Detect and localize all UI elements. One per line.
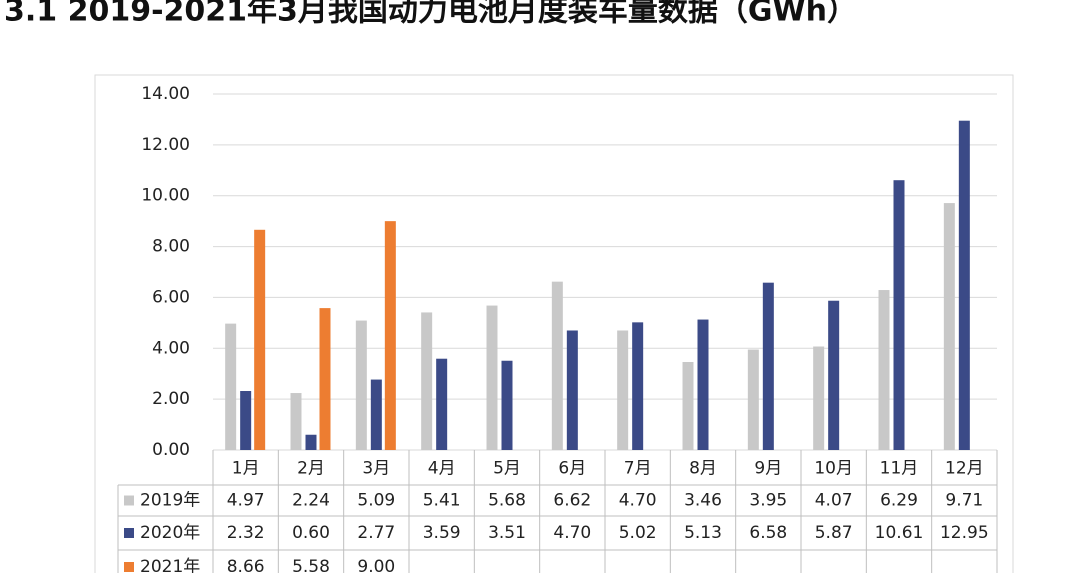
- bar: [486, 305, 498, 450]
- bar: [958, 120, 970, 450]
- data-label: 4.07: [815, 491, 853, 511]
- y-tick-label: 8.00: [152, 237, 190, 257]
- legend-label: 2021年: [140, 557, 200, 573]
- y-tick-label: 0.00: [152, 440, 190, 460]
- data-label: 8.66: [227, 557, 265, 573]
- bar: [421, 312, 433, 450]
- x-tick-label: 3月: [362, 459, 390, 479]
- legend-label: 2019年: [140, 491, 200, 511]
- data-label: 6.58: [749, 523, 787, 543]
- legend-swatch: [124, 495, 134, 506]
- y-tick-label: 10.00: [141, 186, 190, 206]
- bar: [370, 379, 382, 450]
- data-label: 12.95: [940, 523, 989, 543]
- bar: [943, 203, 955, 450]
- bar: [384, 221, 396, 450]
- bar: [254, 229, 266, 450]
- bar: [878, 290, 890, 450]
- data-label: 2.24: [292, 491, 330, 511]
- bar: [355, 320, 367, 450]
- data-label: 3.46: [684, 491, 722, 511]
- x-tick-label: 2月: [297, 459, 325, 479]
- x-tick-label: 11月: [880, 459, 919, 479]
- bar: [551, 281, 563, 450]
- bar: [240, 391, 252, 450]
- bar: [566, 330, 578, 450]
- legend-label: 2020年: [140, 523, 200, 543]
- x-tick-label: 10月: [814, 459, 853, 479]
- y-tick-label: 6.00: [152, 287, 190, 307]
- y-tick-label: 12.00: [141, 135, 190, 155]
- bar: [225, 323, 237, 450]
- bar: [762, 282, 774, 450]
- x-tick-label: 12月: [945, 459, 984, 479]
- data-label: 6.62: [553, 491, 591, 511]
- x-tick-label: 8月: [689, 459, 717, 479]
- data-label: 3.95: [749, 491, 787, 511]
- bar: [697, 319, 709, 450]
- legend-swatch: [124, 528, 134, 538]
- data-label: 9.71: [945, 491, 983, 511]
- data-label: 5.09: [357, 491, 395, 511]
- bar: [290, 393, 302, 450]
- x-tick-label: 6月: [558, 459, 586, 479]
- data-label: 4.70: [619, 491, 657, 511]
- data-label: 5.13: [684, 523, 722, 543]
- bar: [893, 180, 905, 450]
- data-label: 5.68: [488, 491, 526, 511]
- bar: [682, 362, 694, 450]
- bar: [813, 346, 825, 450]
- bar: [436, 358, 448, 450]
- legend-swatch: [124, 562, 134, 572]
- bar: [747, 349, 759, 450]
- data-label: 9.00: [357, 557, 395, 573]
- x-tick-label: 5月: [493, 459, 521, 479]
- chart-title: 3.1 2019-2021年3月我国动力电池月度装车量数据（GWh）: [4, 0, 857, 29]
- data-label: 10.61: [875, 523, 924, 543]
- data-label: 4.70: [553, 523, 591, 543]
- y-tick-label: 2.00: [152, 389, 190, 409]
- data-label: 5.58: [292, 557, 330, 573]
- x-tick-label: 7月: [624, 459, 652, 479]
- y-tick-label: 14.00: [141, 84, 190, 104]
- data-label: 2.77: [357, 523, 395, 543]
- x-tick-label: 4月: [428, 459, 456, 479]
- y-tick-label: 4.00: [152, 338, 190, 358]
- bar: [617, 330, 629, 450]
- data-label: 2.32: [227, 523, 265, 543]
- x-tick-label: 9月: [754, 459, 782, 479]
- data-label: 3.59: [423, 523, 461, 543]
- bar: [501, 360, 513, 450]
- data-label: 0.60: [292, 523, 330, 543]
- bar: [828, 300, 840, 450]
- bar: [305, 434, 317, 450]
- chart-frame: [94, 74, 1014, 573]
- bar: [319, 308, 331, 450]
- data-label: 5.87: [815, 523, 853, 543]
- data-label: 6.29: [880, 491, 918, 511]
- data-label: 3.51: [488, 523, 526, 543]
- data-label: 5.02: [619, 523, 657, 543]
- data-label: 4.97: [227, 491, 265, 511]
- x-tick-label: 1月: [232, 459, 260, 479]
- data-label: 5.41: [423, 491, 461, 511]
- bar: [632, 322, 644, 450]
